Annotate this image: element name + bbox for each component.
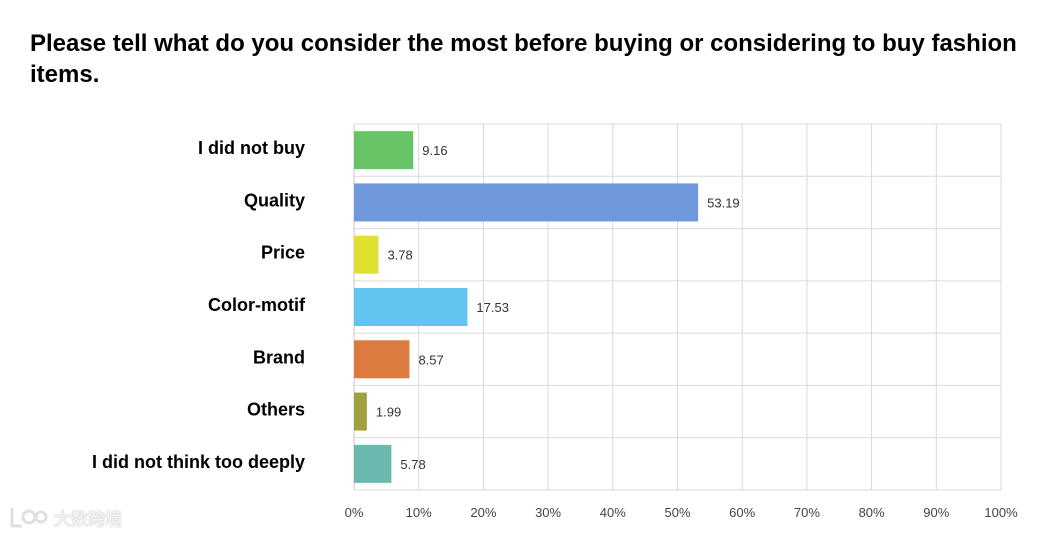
bar [354, 131, 414, 170]
x-tick-labels: 0% 10% 20% 30% 40% 50% 60% 70% 80% 90% 100% [345, 505, 1018, 520]
category-labels: I did not buy Quality Price Color-motif Bran… [92, 138, 306, 472]
category-label: Price [261, 243, 305, 263]
bar [354, 183, 699, 222]
x-tick-label: 20% [470, 505, 496, 520]
data-label: 1.99 [376, 405, 401, 420]
bars [354, 131, 699, 483]
x-tick-label: 100% [984, 505, 1018, 520]
watermark-text: 大数跨境 [54, 509, 122, 530]
watermark: 大数跨境 [8, 504, 122, 530]
bar [354, 288, 468, 326]
data-label: 17.53 [476, 300, 509, 315]
x-tick-label: 50% [664, 505, 690, 520]
category-label: I did not think too deeply [92, 452, 305, 472]
category-label: I did not buy [198, 138, 305, 158]
bar [354, 235, 379, 274]
watermark-logo-icon [10, 508, 48, 528]
x-tick-label: 70% [794, 505, 820, 520]
x-tick-label: 60% [729, 505, 755, 520]
x-tick-label: 80% [859, 505, 885, 520]
data-labels: 9.16 53.19 3.78 17.53 8.57 1.99 5.78 [376, 143, 740, 472]
x-tick-label: 90% [923, 505, 949, 520]
data-label: 53.19 [707, 195, 740, 210]
category-label: Others [247, 400, 305, 420]
category-label: Quality [244, 190, 305, 210]
data-label: 8.57 [418, 352, 443, 367]
category-label: Color-motif [208, 295, 306, 315]
data-label: 5.78 [400, 457, 425, 472]
x-tick-label: 40% [600, 505, 626, 520]
bar [354, 392, 367, 431]
data-label: 9.16 [422, 143, 447, 158]
x-tick-label: 30% [535, 505, 561, 520]
category-label: Brand [253, 347, 305, 367]
x-tick-label: 10% [406, 505, 432, 520]
x-tick-label: 0% [345, 505, 364, 520]
data-label: 3.78 [387, 248, 412, 263]
bar [354, 340, 410, 379]
chart-title: Please tell what do you consider the mos… [30, 30, 1017, 88]
bar [354, 444, 392, 483]
